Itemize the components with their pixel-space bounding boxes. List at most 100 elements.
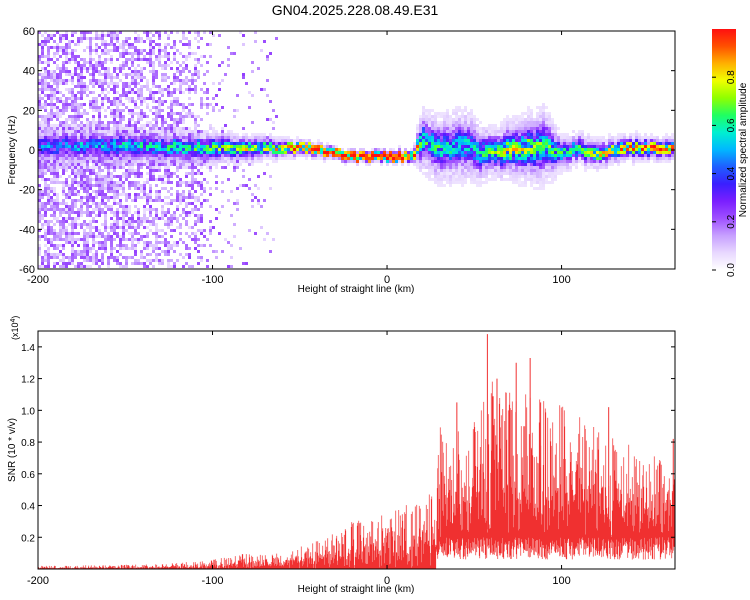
spectrogram-cell [116, 85, 119, 88]
spectrogram-cell [125, 127, 128, 130]
spectrogram-cell [473, 178, 476, 181]
spectrogram-cell [437, 163, 440, 166]
spectrogram-cell [308, 151, 311, 154]
spectrogram-cell [200, 160, 203, 163]
spectrogram-cell [71, 127, 74, 130]
spectrogram-cell [146, 259, 149, 262]
spectrogram-cell [167, 226, 170, 229]
spectrogram-cell [47, 154, 50, 157]
spectrogram-cell [530, 136, 533, 139]
spectrogram-cell [293, 142, 296, 145]
spectrogram-cell [77, 127, 80, 130]
spectrogram-cell [158, 31, 161, 34]
spectrogram-cell [479, 169, 482, 172]
spectrogram-cell [104, 49, 107, 52]
spectrogram-cell [71, 91, 74, 94]
spectrogram-cell [89, 259, 92, 262]
spectrogram-cell [551, 181, 554, 184]
spectrogram-cell [170, 145, 173, 148]
spectrogram-cell [173, 172, 176, 175]
spectrogram-cell [59, 46, 62, 49]
spectrogram-cell [191, 172, 194, 175]
spectrogram-cell [443, 142, 446, 145]
spectrogram-cell [47, 133, 50, 136]
spectrogram-cell [167, 58, 170, 61]
spectrogram-cell [176, 127, 179, 130]
spectrogram-cell [92, 259, 95, 262]
spectrogram-cell [608, 148, 611, 151]
spectrogram-cell [161, 109, 164, 112]
spectrogram-cell [209, 139, 212, 142]
spectrogram-cell [65, 142, 68, 145]
spectrogram-cell [155, 244, 158, 247]
spectrogram-cell [143, 226, 146, 229]
spectrogram-cell [500, 124, 503, 127]
spectrogram-cell [50, 91, 53, 94]
spectrogram-cell [170, 265, 173, 268]
spectrogram-cell [50, 220, 53, 223]
spectrogram-cell [59, 229, 62, 232]
spectrogram-cell [224, 139, 227, 142]
spectrogram-cell [164, 133, 167, 136]
spectrogram-cell [122, 139, 125, 142]
spectrogram-cell [449, 121, 452, 124]
spectrogram-cell [110, 187, 113, 190]
spectrogram-cell [131, 217, 134, 220]
spectrogram-cell [290, 154, 293, 157]
spectrogram-cell [545, 136, 548, 139]
spectrogram-cell [89, 166, 92, 169]
spectrogram-cell [395, 163, 398, 166]
spectrogram-cell [101, 181, 104, 184]
spectrogram-cell [44, 85, 47, 88]
spectrogram-cell [440, 115, 443, 118]
spectrogram-cell [50, 208, 53, 211]
spectrogram-cell [86, 253, 89, 256]
spectrogram-cell [197, 229, 200, 232]
spectrogram-cell [119, 133, 122, 136]
spectrogram-cell [62, 130, 65, 133]
spectrogram-cell [176, 70, 179, 73]
spectrogram-cell [419, 151, 422, 154]
spectrogram-cell [110, 88, 113, 91]
spectrogram-cell [266, 136, 269, 139]
spectrogram-cell [71, 202, 74, 205]
spectrogram-cell [152, 82, 155, 85]
spectrogram-cell [74, 58, 77, 61]
spectrogram-cell [83, 160, 86, 163]
spectrogram-cell [521, 172, 524, 175]
spectrogram-cell [311, 151, 314, 154]
spectrogram-cell [182, 127, 185, 130]
spectrogram-cell [209, 229, 212, 232]
spectrogram-cell [455, 106, 458, 109]
spectrogram-cell [146, 166, 149, 169]
spectrogram-cell [458, 169, 461, 172]
spectrogram-cell [632, 145, 635, 148]
spectrogram-cell [551, 151, 554, 154]
spectrogram-cell [80, 142, 83, 145]
spectrogram-cell [515, 130, 518, 133]
spectrogram-cell [131, 151, 134, 154]
spectrogram-cell [62, 61, 65, 64]
spectrogram-cell [494, 154, 497, 157]
spectrogram-cell [161, 103, 164, 106]
spectrogram-cell [176, 199, 179, 202]
spectrogram-cell [53, 61, 56, 64]
spectrogram-cell [587, 160, 590, 163]
spectrogram-cell [89, 172, 92, 175]
spectrogram-cell [59, 181, 62, 184]
spectrogram-cell [206, 103, 209, 106]
spectrogram-cell [263, 139, 266, 142]
spectrogram-cell [128, 124, 131, 127]
spectrogram-cell [545, 139, 548, 142]
spectrogram-cell [53, 130, 56, 133]
spectrogram-cell [155, 190, 158, 193]
spectrogram-cell [386, 157, 389, 160]
spectrogram-cell [59, 163, 62, 166]
spectrogram-cell [518, 184, 521, 187]
spectrogram-cell [77, 217, 80, 220]
spectrogram-cell [614, 142, 617, 145]
spectrogram-cell [455, 157, 458, 160]
spectrogram-cell [185, 166, 188, 169]
spectrogram-cell [38, 130, 41, 133]
spectrogram-cell [56, 88, 59, 91]
